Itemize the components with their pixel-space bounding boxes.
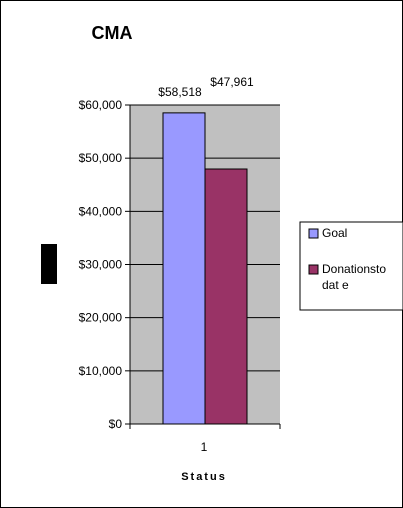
axes xyxy=(125,104,281,429)
y-tick-label: $0 xyxy=(109,417,123,431)
legend-label-goal: Goal xyxy=(322,226,347,240)
y-tick-label: $60,000 xyxy=(79,98,123,112)
bar-goal xyxy=(162,112,206,425)
y-tick-label: $10,000 xyxy=(79,364,123,378)
legend-swatch-goal xyxy=(308,228,319,239)
data-labels: $58,518 $47,961 xyxy=(158,75,254,99)
y-tick-label: $30,000 xyxy=(79,258,123,272)
legend-label-donations-line2: dat e xyxy=(322,278,349,292)
y-tick-label: $20,000 xyxy=(79,311,123,325)
x-axis-label: Status xyxy=(181,471,227,483)
data-label: $58,518 xyxy=(158,85,202,99)
legend-label-donations: Donationsto xyxy=(322,262,386,276)
chart-title: CMA xyxy=(92,23,133,43)
legend: Goal Donationsto dat e xyxy=(299,221,403,311)
data-label: $47,961 xyxy=(210,75,254,89)
y-tick-label: $40,000 xyxy=(79,204,123,218)
x-tick-label: 1 xyxy=(201,440,208,454)
black-marker-block xyxy=(41,244,57,284)
bar-donations xyxy=(204,168,248,425)
y-tick-labels: $0 $10,000 $20,000 $30,000 $40,000 $50,000 $60… xyxy=(79,98,123,431)
legend-swatch-donations xyxy=(308,264,319,275)
y-tick-label: $50,000 xyxy=(79,151,123,165)
